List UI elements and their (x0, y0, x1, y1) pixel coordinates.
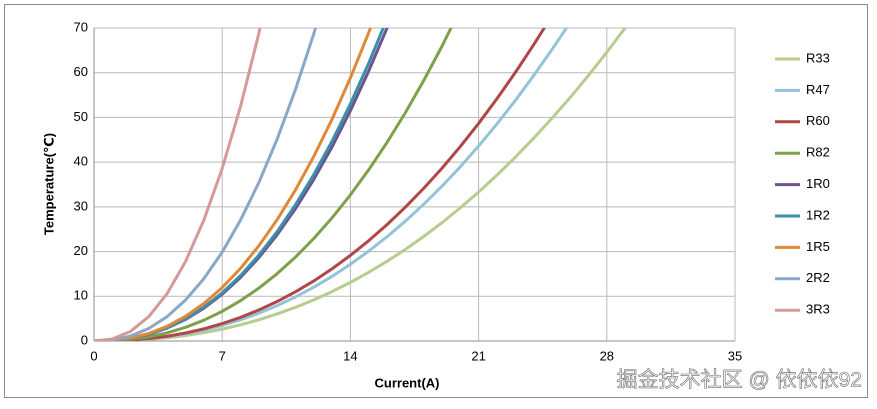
series-line (94, 28, 546, 341)
series-line (94, 28, 627, 341)
x-axis-title: Current(A) (375, 375, 440, 390)
x-tick-label: 35 (728, 348, 742, 363)
y-tick-label: 70 (74, 19, 88, 34)
legend-label: R60 (806, 113, 830, 128)
legend-label: R82 (806, 145, 830, 160)
x-tick-label: 14 (343, 348, 357, 363)
y-axis-title: Temperature(℃) (41, 133, 56, 235)
legend-label: 2R2 (806, 270, 830, 285)
y-tick-label: 40 (74, 154, 88, 169)
x-tick-label: 28 (600, 348, 614, 363)
x-tick-label: 21 (471, 348, 485, 363)
y-tick-label: 60 (74, 64, 88, 79)
legend-label: R33 (806, 50, 830, 65)
chart-frame (4, 4, 868, 398)
series-line (94, 28, 262, 341)
legend-label: 3R3 (806, 302, 830, 317)
y-tick-label: 50 (74, 109, 88, 124)
series-line (94, 28, 373, 341)
series-line (94, 28, 453, 341)
y-tick-label: 0 (81, 332, 88, 347)
series-line (94, 28, 318, 341)
y-tick-label: 10 (74, 288, 88, 303)
y-tick-label: 20 (74, 243, 88, 258)
legend-label: R47 (806, 82, 830, 97)
x-tick-label: 7 (219, 348, 226, 363)
watermark: 掘金技术社区 @ 依依依92 (617, 369, 862, 392)
legend-label: 1R5 (806, 239, 830, 254)
legend-label: 1R0 (806, 176, 830, 191)
x-tick-label: 0 (90, 348, 97, 363)
y-tick-label: 30 (74, 198, 88, 213)
legend-label: 1R2 (806, 207, 830, 222)
